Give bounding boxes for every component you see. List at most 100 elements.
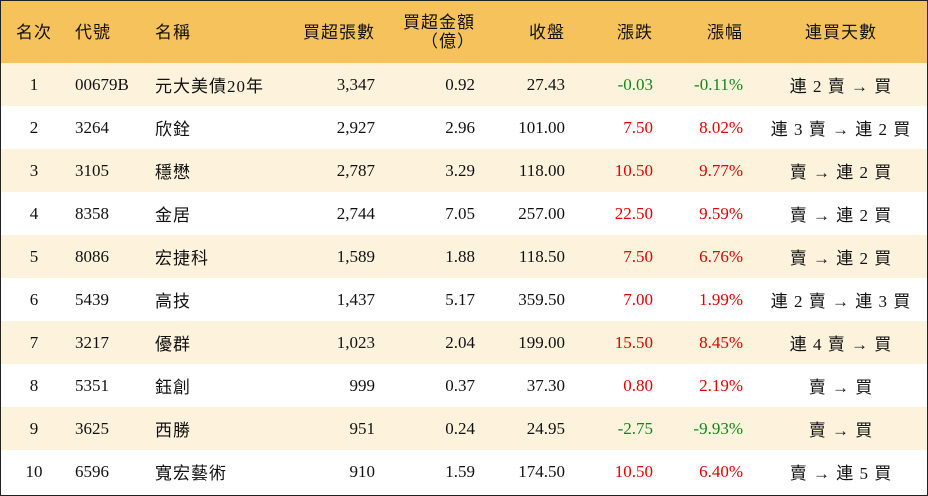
cell-code: 3105 bbox=[67, 149, 147, 192]
cell-change-pct: 9.77% bbox=[665, 149, 755, 192]
cell-close: 37.30 bbox=[487, 364, 577, 407]
cell-close: 359.50 bbox=[487, 278, 577, 321]
cell-change-pct: 8.45% bbox=[665, 321, 755, 364]
table-row: 4 8358 金居 2,744 7.05 257.00 22.50 9.59% 賣 → 連 2 … bbox=[1, 192, 927, 235]
cell-rank: 2 bbox=[1, 106, 67, 149]
cell-buy-amount: 2.04 bbox=[387, 321, 487, 364]
cell-name: 欣銓 bbox=[147, 106, 287, 149]
table-row: 5 8086 宏捷科 1,589 1.88 118.50 7.50 6.76% 賣 → 連 2 … bbox=[1, 235, 927, 278]
cell-streak: 賣 → 連 2 買 bbox=[755, 149, 927, 192]
cell-close: 199.00 bbox=[487, 321, 577, 364]
cell-rank: 8 bbox=[1, 364, 67, 407]
cell-buy-lots: 910 bbox=[287, 450, 387, 493]
header-buy-amount: 買超金額 （億） bbox=[387, 1, 487, 63]
cell-buy-amount: 1.59 bbox=[387, 450, 487, 493]
header-change: 漲跌 bbox=[577, 1, 665, 63]
header-buy-amount-line2: （億） bbox=[421, 32, 475, 51]
cell-rank: 1 bbox=[1, 63, 67, 106]
cell-code: 3264 bbox=[67, 106, 147, 149]
cell-streak: 賣 → 連 2 買 bbox=[755, 192, 927, 235]
cell-buy-lots: 1,589 bbox=[287, 235, 387, 278]
cell-change: 10.50 bbox=[577, 149, 665, 192]
table-row: 1 00679B 元大美債20年 3,347 0.92 27.43 -0.03 -0.11% 連… bbox=[1, 63, 927, 106]
cell-change-pct: 6.40% bbox=[665, 450, 755, 493]
cell-rank: 4 bbox=[1, 192, 67, 235]
cell-rank: 7 bbox=[1, 321, 67, 364]
cell-code: 8086 bbox=[67, 235, 147, 278]
cell-buy-lots: 2,927 bbox=[287, 106, 387, 149]
cell-name: 鈺創 bbox=[147, 364, 287, 407]
header-buy-lots: 買超張數 bbox=[287, 1, 387, 63]
table-row: 2 3264 欣銓 2,927 2.96 101.00 7.50 8.02% 連 3 賣 → 連… bbox=[1, 106, 927, 149]
cell-code: 6596 bbox=[67, 450, 147, 493]
cell-rank: 3 bbox=[1, 149, 67, 192]
cell-buy-lots: 3,347 bbox=[287, 63, 387, 106]
cell-change: 22.50 bbox=[577, 192, 665, 235]
cell-buy-amount: 5.17 bbox=[387, 278, 487, 321]
header-code: 代號 bbox=[67, 1, 147, 63]
cell-streak: 賣 → 連 2 買 bbox=[755, 235, 927, 278]
cell-streak: 連 2 賣 → 連 3 買 bbox=[755, 278, 927, 321]
cell-buy-lots: 2,744 bbox=[287, 192, 387, 235]
cell-code: 8358 bbox=[67, 192, 147, 235]
cell-close: 24.95 bbox=[487, 407, 577, 450]
cell-close: 118.50 bbox=[487, 235, 577, 278]
cell-buy-amount: 0.92 bbox=[387, 63, 487, 106]
cell-streak: 賣 → 買 bbox=[755, 407, 927, 450]
header-rank: 名次 bbox=[1, 1, 67, 63]
cell-name: 金居 bbox=[147, 192, 287, 235]
header-name: 名稱 bbox=[147, 1, 287, 63]
cell-buy-amount: 0.24 bbox=[387, 407, 487, 450]
cell-streak: 連 3 賣 → 連 2 買 bbox=[755, 106, 927, 149]
cell-streak: 連 2 賣 → 買 bbox=[755, 63, 927, 106]
header-buy-amount-line1: 買超金額 bbox=[403, 13, 475, 32]
cell-buy-amount: 3.29 bbox=[387, 149, 487, 192]
cell-change: 7.50 bbox=[577, 106, 665, 149]
cell-code: 5351 bbox=[67, 364, 147, 407]
table-row: 7 3217 優群 1,023 2.04 199.00 15.50 8.45% 連 4 賣 → … bbox=[1, 321, 927, 364]
cell-buy-amount: 1.88 bbox=[387, 235, 487, 278]
cell-code: 3625 bbox=[67, 407, 147, 450]
cell-change-pct: 6.76% bbox=[665, 235, 755, 278]
cell-rank: 5 bbox=[1, 235, 67, 278]
cell-rank: 10 bbox=[1, 450, 67, 493]
cell-close: 27.43 bbox=[487, 63, 577, 106]
table-body: 1 00679B 元大美債20年 3,347 0.92 27.43 -0.03 -0.11% 連… bbox=[1, 63, 927, 493]
cell-close: 101.00 bbox=[487, 106, 577, 149]
cell-buy-amount: 0.37 bbox=[387, 364, 487, 407]
cell-streak: 賣 → 買 bbox=[755, 364, 927, 407]
header-streak: 連買天數 bbox=[755, 1, 927, 63]
table-row: 10 6596 寬宏藝術 910 1.59 174.50 10.50 6.40% 賣 → 連 5… bbox=[1, 450, 927, 493]
cell-buy-lots: 951 bbox=[287, 407, 387, 450]
cell-streak: 賣 → 連 5 買 bbox=[755, 450, 927, 493]
cell-change: -0.03 bbox=[577, 63, 665, 106]
cell-close: 174.50 bbox=[487, 450, 577, 493]
table-header-row: 名次 代號 名稱 買超張數 買超金額 （億） 收盤 漲跌 漲幅 連買天數 bbox=[1, 1, 927, 63]
cell-code: 3217 bbox=[67, 321, 147, 364]
cell-change-pct: 8.02% bbox=[665, 106, 755, 149]
cell-close: 118.00 bbox=[487, 149, 577, 192]
table-row: 6 5439 高技 1,437 5.17 359.50 7.00 1.99% 連 2 賣 → 連… bbox=[1, 278, 927, 321]
cell-buy-lots: 1,023 bbox=[287, 321, 387, 364]
table-row: 8 5351 鈺創 999 0.37 37.30 0.80 2.19% 賣 → 買 bbox=[1, 364, 927, 407]
cell-streak: 連 4 賣 → 買 bbox=[755, 321, 927, 364]
cell-change-pct: 2.19% bbox=[665, 364, 755, 407]
cell-change: 10.50 bbox=[577, 450, 665, 493]
cell-buy-amount: 2.96 bbox=[387, 106, 487, 149]
cell-change: 0.80 bbox=[577, 364, 665, 407]
cell-change: 7.50 bbox=[577, 235, 665, 278]
cell-buy-lots: 2,787 bbox=[287, 149, 387, 192]
table-row: 3 3105 穩懋 2,787 3.29 118.00 10.50 9.77% 賣 → 連 2 … bbox=[1, 149, 927, 192]
cell-rank: 9 bbox=[1, 407, 67, 450]
cell-change-pct: 1.99% bbox=[665, 278, 755, 321]
cell-name: 高技 bbox=[147, 278, 287, 321]
cell-name: 宏捷科 bbox=[147, 235, 287, 278]
cell-change: 7.00 bbox=[577, 278, 665, 321]
header-close: 收盤 bbox=[487, 1, 577, 63]
cell-name: 西勝 bbox=[147, 407, 287, 450]
cell-name: 穩懋 bbox=[147, 149, 287, 192]
cell-rank: 6 bbox=[1, 278, 67, 321]
cell-name: 元大美債20年 bbox=[147, 63, 287, 106]
